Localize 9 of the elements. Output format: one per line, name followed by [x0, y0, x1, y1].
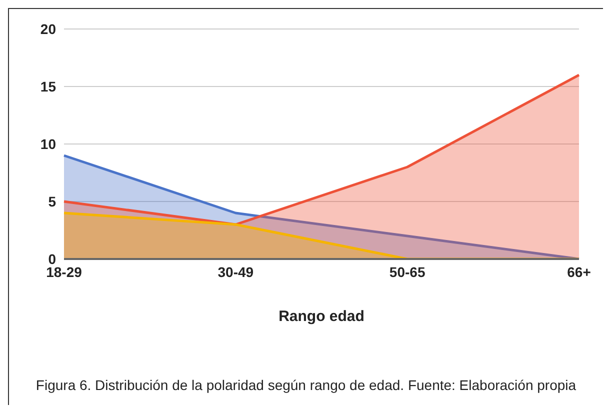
- x-tick-label: 50-65: [389, 264, 426, 280]
- x-axis-title: Rango edad: [278, 308, 364, 325]
- y-tick-label: 15: [40, 78, 56, 94]
- x-tick-label: 66+: [567, 264, 591, 280]
- y-tick-label: 20: [40, 20, 56, 37]
- y-tick-label: 10: [40, 136, 56, 152]
- y-tick-label: 5: [48, 193, 56, 210]
- x-tick-label: 30-49: [218, 264, 254, 280]
- text: Figura 6. Distribución de la polaridad según rango de edad. Fuente: Elaboración propia: [34, 377, 578, 393]
